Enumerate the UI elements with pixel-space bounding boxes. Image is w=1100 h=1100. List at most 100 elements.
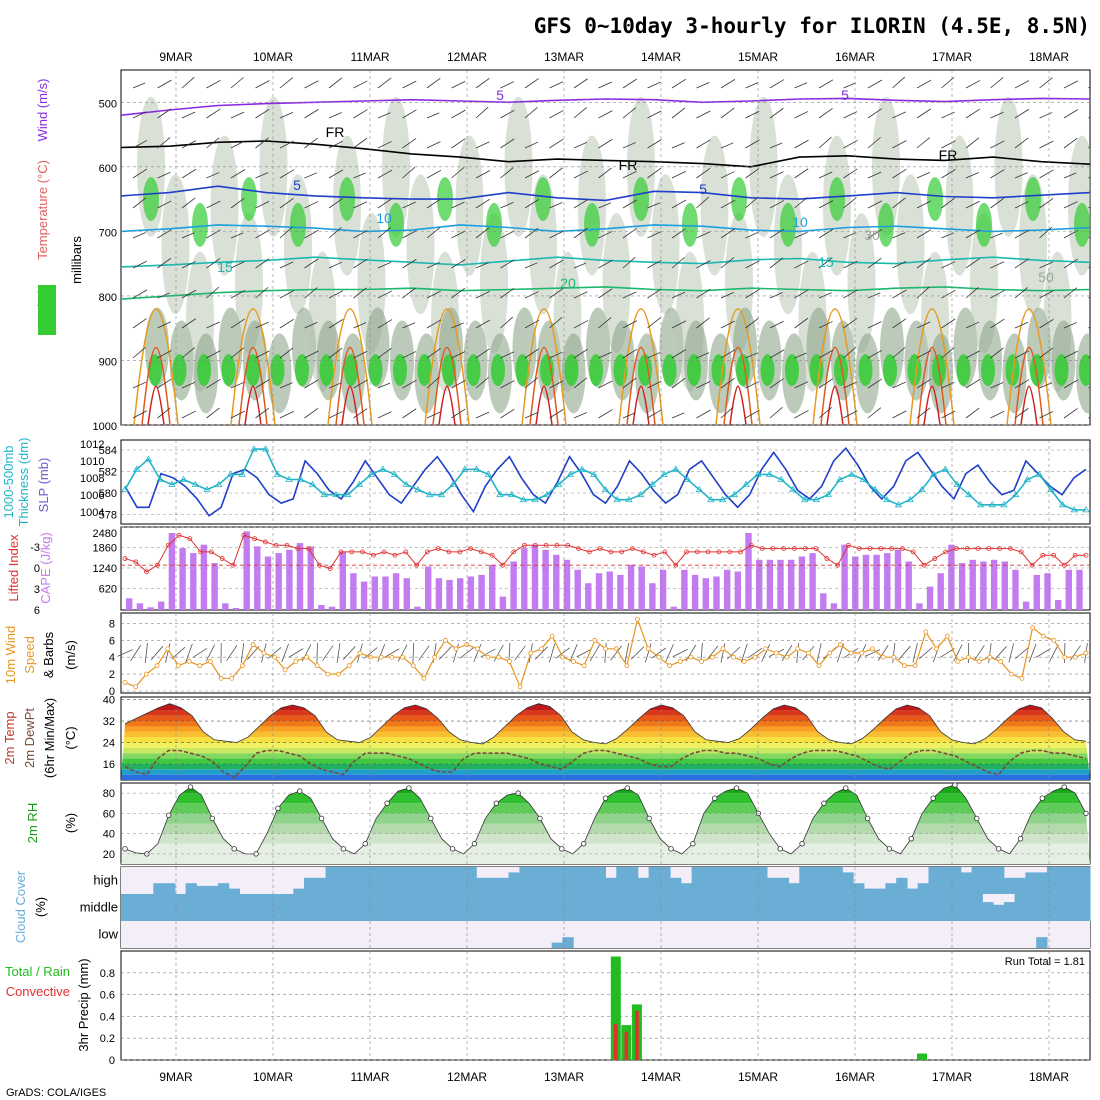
wind-barb bbox=[255, 258, 270, 269]
rh-shade-grey bbox=[382, 96, 410, 237]
thickness-marker bbox=[847, 470, 856, 477]
cloud-cell-middle bbox=[121, 894, 133, 921]
wind-barb bbox=[377, 169, 393, 179]
wind-barb bbox=[279, 169, 295, 179]
wind-barb bbox=[965, 172, 979, 179]
cape-bar bbox=[264, 556, 272, 610]
cloud-cell-middle bbox=[616, 894, 628, 921]
wind-barb bbox=[867, 321, 882, 329]
wind-barb bbox=[304, 109, 319, 119]
wind-barb bbox=[843, 82, 856, 89]
surface-wind-barb bbox=[720, 643, 726, 663]
precip-tick: 0.6 bbox=[100, 990, 115, 1002]
wind-barb bbox=[1014, 108, 1030, 119]
wind-barb bbox=[279, 111, 294, 119]
wind-barb bbox=[1063, 322, 1077, 329]
wind-barb bbox=[353, 322, 367, 329]
wind-barb bbox=[353, 258, 368, 269]
cape-bar bbox=[627, 564, 635, 610]
isotherm-30 bbox=[626, 346, 656, 425]
wind-speed-marker bbox=[603, 646, 608, 652]
wind-barb bbox=[1063, 201, 1078, 209]
rh-marker bbox=[930, 795, 936, 801]
wind-barb bbox=[916, 258, 931, 269]
cape-bar bbox=[296, 543, 304, 610]
wind-barb bbox=[843, 318, 858, 329]
cloud-cell-high bbox=[1079, 867, 1091, 894]
wind-barb bbox=[255, 287, 269, 299]
rh-marker bbox=[449, 846, 456, 852]
lifted-index-marker bbox=[1040, 552, 1046, 558]
cape-bar bbox=[638, 566, 645, 610]
isotherm-35 bbox=[1020, 385, 1038, 425]
rh-shade-green bbox=[241, 177, 257, 222]
cloud-cell-high bbox=[336, 867, 348, 894]
wind-speed-marker bbox=[549, 633, 555, 639]
thickness-marker bbox=[777, 475, 785, 482]
cloud-cell-middle bbox=[1057, 894, 1069, 921]
label-2m-rh: 2m RH bbox=[25, 803, 40, 843]
wind-speed-marker bbox=[282, 667, 288, 673]
wind-barb bbox=[990, 111, 1004, 119]
precip-total-bar bbox=[917, 1053, 927, 1060]
rh-marker bbox=[165, 812, 172, 819]
wind-barb bbox=[549, 380, 564, 389]
wind-barb bbox=[843, 381, 857, 389]
isotherm-30 bbox=[917, 346, 947, 425]
cloud-cell-high bbox=[1057, 867, 1069, 894]
lifted-index-marker bbox=[608, 549, 614, 555]
cloud-cell-high bbox=[540, 867, 553, 894]
wind-barb bbox=[720, 142, 734, 149]
cape-bar bbox=[905, 561, 912, 610]
wind-barb bbox=[279, 410, 294, 419]
cape-bar bbox=[510, 561, 517, 610]
wind-barb bbox=[181, 410, 197, 419]
wind-barb bbox=[892, 168, 907, 179]
surface-wind-barb bbox=[459, 647, 474, 659]
rh-shade-green bbox=[682, 202, 698, 247]
rh-marker bbox=[340, 846, 347, 852]
wind-barb bbox=[402, 166, 416, 179]
cloud-cell-middle bbox=[164, 894, 176, 921]
isotherm-30 bbox=[141, 346, 171, 425]
wind-speed-marker bbox=[795, 646, 801, 652]
cape-bar bbox=[1044, 573, 1051, 610]
rh-marker bbox=[690, 841, 696, 847]
date-label-top: 15MAR bbox=[738, 50, 778, 64]
wind-barb bbox=[328, 112, 342, 119]
surface-wind-barb bbox=[781, 644, 793, 662]
surface-wind-barb bbox=[898, 645, 911, 661]
wind-barb bbox=[304, 172, 318, 179]
cloud-cell-middle bbox=[691, 894, 703, 921]
temperature-band bbox=[121, 758, 1090, 764]
surface-wind-barb bbox=[604, 643, 607, 663]
wind-barb bbox=[696, 409, 711, 419]
wind-barb bbox=[181, 76, 195, 89]
wind-barb bbox=[794, 260, 809, 269]
thickness-marker bbox=[941, 465, 950, 472]
rh-shade-green-low bbox=[466, 354, 481, 387]
wind-barb bbox=[132, 289, 148, 299]
wind-barb bbox=[647, 288, 662, 299]
lifted-index-marker bbox=[910, 549, 916, 555]
wind-barb bbox=[573, 262, 587, 269]
wind-barb bbox=[549, 351, 563, 359]
cloud-cell-high bbox=[896, 877, 908, 894]
wind-barb bbox=[990, 169, 1005, 179]
rh-marker bbox=[580, 841, 587, 847]
cloud-cell-high bbox=[400, 867, 413, 894]
wind-speed-marker bbox=[442, 637, 448, 643]
rh-marker bbox=[821, 800, 827, 806]
lifted-index-marker bbox=[381, 549, 387, 555]
wind-barb bbox=[818, 292, 832, 299]
rh-shade-green-low bbox=[1005, 354, 1020, 387]
wind-barb bbox=[818, 228, 834, 239]
wind-speed-marker bbox=[635, 616, 640, 622]
cape-bar bbox=[521, 548, 528, 610]
wind-barb bbox=[745, 231, 759, 239]
wind-barb bbox=[402, 258, 417, 269]
surface-wind-barb bbox=[576, 648, 592, 658]
wind-barb bbox=[157, 407, 171, 419]
lifted-index-marker bbox=[781, 546, 787, 551]
rh-shade-grey bbox=[210, 135, 239, 276]
